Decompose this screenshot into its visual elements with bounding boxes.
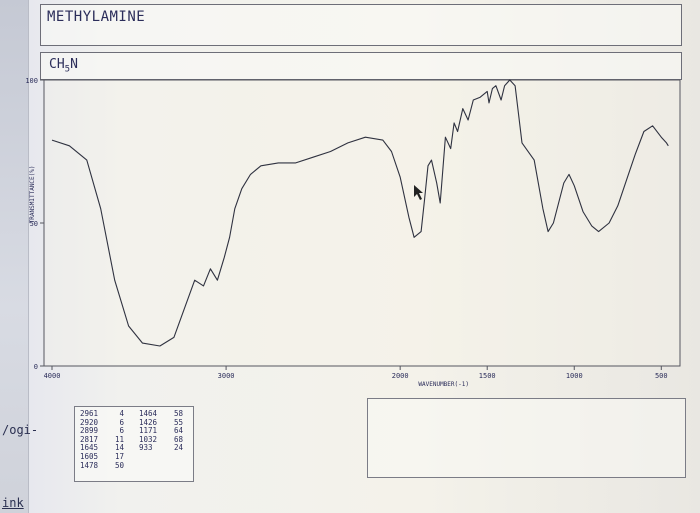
peak-row: 2817 11 (80, 434, 124, 445)
x-tick-label: 2000 (392, 372, 409, 380)
peak-wavenumber: 933 (139, 443, 153, 453)
peak-wavenumber: 1032 (139, 434, 158, 444)
blank-notes-box (367, 398, 686, 478)
peak-wavenumber: 1426 (139, 417, 158, 427)
plot-frame (43, 79, 681, 367)
peak-transmittance: 64 (173, 426, 183, 436)
x-tick-label: 500 (655, 372, 668, 380)
spectrum-line (51, 79, 669, 347)
peak-transmittance: 58 (173, 409, 183, 418)
bottom-left-link-text[interactable]: ink (2, 496, 24, 510)
peak-wavenumber: 1478 (80, 460, 99, 470)
peak-transmittance: 50 (114, 460, 124, 470)
peak-transmittance: 68 (173, 434, 183, 444)
peak-wavenumber: 1645 (80, 443, 99, 453)
peak-wavenumber: 2961 (80, 409, 99, 418)
peak-table-col-2: 1464 58 1426 55 1171 64 1032 68 933 24 (139, 409, 183, 453)
plot-layer: 4000 3000 2000 1500 1000 500 0 50 100 WAVENUMBER(… (25, 77, 681, 388)
peak-wavenumber: 1605 (80, 451, 99, 461)
peak-table: 2961 4 2920 6 2899 6 2817 11 1645 14 1605 17 1478 50 … (74, 406, 194, 482)
peak-transmittance: 4 (119, 409, 124, 418)
x-tick-label: 3000 (218, 372, 235, 380)
peak-transmittance: 14 (114, 443, 124, 453)
peak-wavenumber: 1171 (139, 426, 158, 436)
peak-row: 2961 4 (80, 409, 124, 419)
compound-name-box: METHYLAMINE (40, 4, 682, 46)
cursor-arrow-icon (414, 185, 423, 200)
peak-row: 1478 50 (80, 460, 124, 471)
peak-row: 1605 17 (80, 451, 124, 462)
compound-name: METHYLAMINE (47, 9, 146, 25)
x-tick-label: 1000 (566, 372, 583, 380)
x-tick-label: 1500 (479, 372, 496, 380)
y-tick-label: 50 (30, 220, 38, 228)
peak-row: 1171 64 (139, 427, 183, 436)
y-tick-label: 100 (25, 77, 38, 85)
left-window-strip (0, 0, 29, 513)
peak-transmittance: 24 (173, 443, 183, 453)
left-side-text: /ogi- (2, 423, 39, 437)
peak-table-col-1: 2961 4 2920 6 2899 6 2817 11 1645 14 1605 17 1478 50 (80, 409, 124, 471)
peak-wavenumber: 1464 (139, 409, 158, 418)
peak-row: 1032 68 (139, 434, 183, 445)
peak-transmittance: 17 (114, 451, 124, 461)
peak-row: 1464 58 (139, 409, 183, 419)
peak-transmittance: 11 (114, 434, 124, 444)
x-tick-label: 4000 (44, 372, 61, 380)
peak-wavenumber: 2899 (80, 426, 99, 436)
formula-text: CH5N (49, 57, 78, 75)
peak-wavenumber: 2817 (80, 434, 99, 444)
x-axis-label: WAVENUMBER(-1) (418, 381, 469, 388)
peak-transmittance: 55 (173, 417, 183, 427)
peak-row: 1645 14 (80, 444, 124, 453)
peak-wavenumber: 2920 (80, 417, 99, 427)
peak-row: 2899 6 (80, 427, 124, 436)
y-axis-label: TRANSMITTANCE(%) (29, 166, 36, 224)
peak-row: 2920 6 (80, 417, 124, 428)
peak-row: 1426 55 (139, 417, 183, 428)
peak-transmittance: 6 (119, 426, 124, 436)
peak-row: 933 24 (139, 444, 183, 453)
y-tick-label: 0 (34, 363, 38, 371)
peak-transmittance: 6 (119, 417, 124, 427)
